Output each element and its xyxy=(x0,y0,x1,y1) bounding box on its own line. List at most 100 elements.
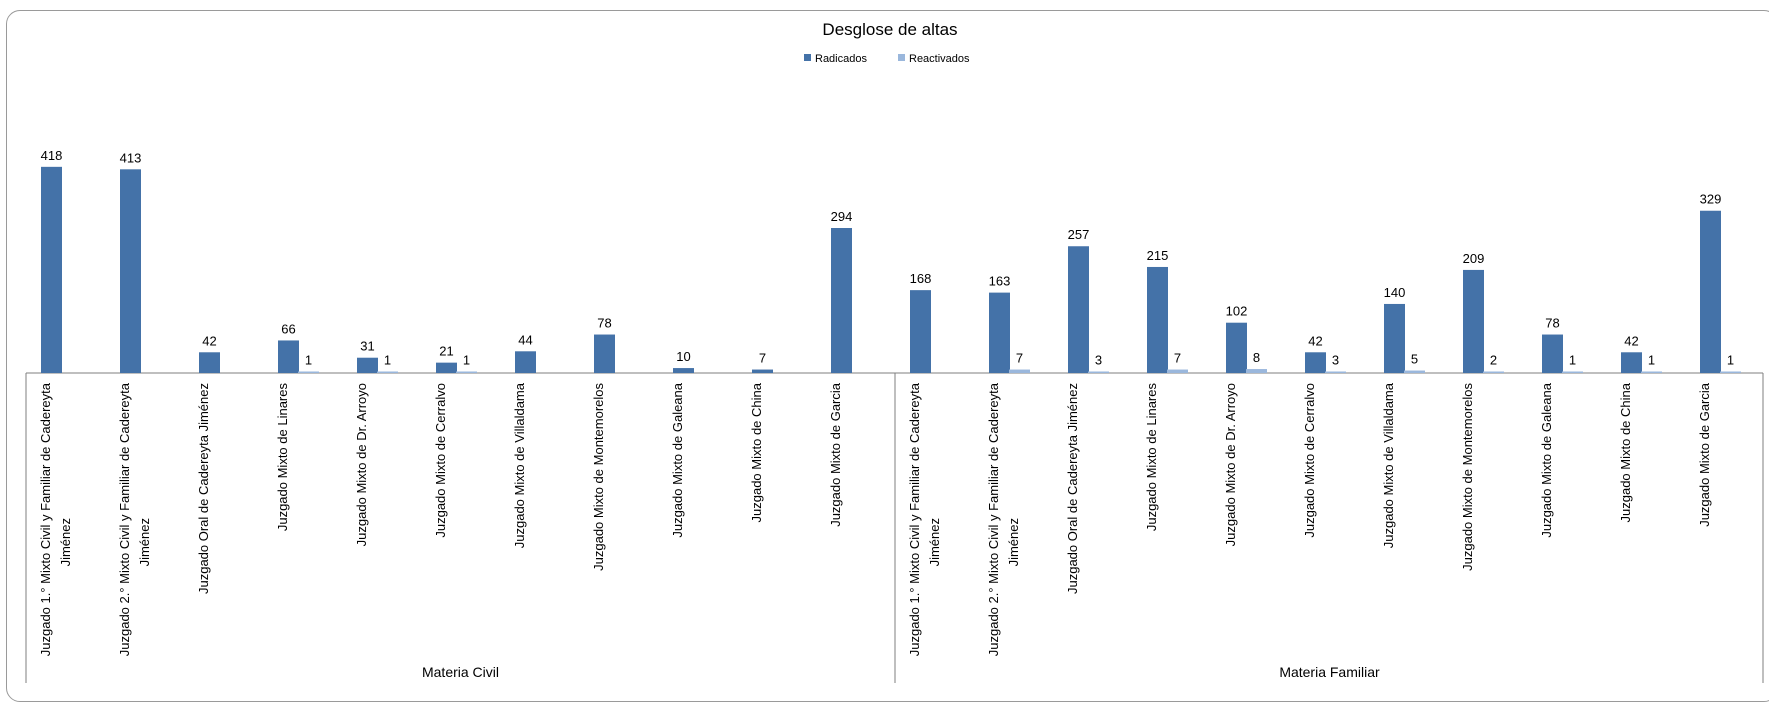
category-label: Juzgado Mixto de Garcia xyxy=(1697,382,1712,527)
category-label: Juzgado Mixto de China xyxy=(749,382,764,522)
data-label-radicados: 294 xyxy=(831,209,853,224)
bar-radicados xyxy=(1305,352,1326,373)
bar-radicados xyxy=(515,351,536,373)
legend-label-reactivados: Reactivados xyxy=(909,53,970,65)
bar-radicados xyxy=(357,357,378,373)
data-label-radicados: 329 xyxy=(1700,192,1722,207)
bar-radicados xyxy=(1700,210,1721,373)
data-label-radicados: 215 xyxy=(1147,248,1169,263)
data-label-radicados: 44 xyxy=(518,332,532,347)
bar-radicados xyxy=(1542,334,1563,373)
data-label-reactivados: 8 xyxy=(1253,350,1260,365)
data-label-reactivados: 1 xyxy=(1727,353,1734,368)
chart-title: Desglose de altas xyxy=(822,20,957,39)
bar-reactivados xyxy=(1009,369,1030,373)
bar-radicados xyxy=(752,369,773,373)
category-label: Juzgado 1.° Mixto Civil y Familiar de Ca… xyxy=(38,382,73,656)
bar-reactivados xyxy=(298,371,319,373)
data-label-reactivados: 7 xyxy=(1174,351,1181,366)
data-label-reactivados: 2 xyxy=(1490,353,1497,368)
category-label: Juzgado Mixto de Villaldama xyxy=(512,382,527,548)
bar-reactivados xyxy=(377,371,398,373)
data-label-reactivados: 1 xyxy=(1569,353,1576,368)
bar-radicados xyxy=(199,352,220,373)
bar-radicados xyxy=(120,169,141,373)
bar-radicados xyxy=(1068,246,1089,373)
bar-radicados xyxy=(41,166,62,373)
legend-swatch-reactivados xyxy=(898,54,905,61)
category-label: Juzgado Mixto de Montemorelos xyxy=(591,383,606,571)
data-label-radicados: 66 xyxy=(281,321,295,336)
category-label: Juzgado Oral de Cadereyta Jiménez xyxy=(1065,383,1080,594)
data-label-radicados: 168 xyxy=(910,271,932,286)
data-label-reactivados: 1 xyxy=(463,353,470,368)
bar-radicados xyxy=(278,340,299,373)
bar-reactivados xyxy=(1167,369,1188,373)
group-label: Materia Familiar xyxy=(1279,664,1380,680)
bar-radicados xyxy=(436,362,457,373)
category-label: Juzgado Mixto de China xyxy=(1618,382,1633,522)
data-label-reactivados: 1 xyxy=(305,353,312,368)
bar-radicados xyxy=(1621,352,1642,373)
data-label-reactivados: 1 xyxy=(1648,353,1655,368)
category-label: Juzgado Mixto de Dr. Arroyo xyxy=(1223,383,1238,546)
bar-reactivados xyxy=(1720,371,1741,373)
data-label-reactivados: 7 xyxy=(1016,351,1023,366)
bar-radicados xyxy=(594,334,615,373)
category-label: Juzgado Mixto de Cerralvo xyxy=(433,383,448,538)
data-label-radicados: 413 xyxy=(120,150,142,165)
bar-reactivados xyxy=(1483,371,1504,373)
data-label-radicados: 102 xyxy=(1226,304,1248,319)
bar-radicados xyxy=(1147,266,1168,373)
legend-swatch-radicados xyxy=(804,54,811,61)
data-label-radicados: 7 xyxy=(759,351,766,366)
data-label-radicados: 257 xyxy=(1068,227,1090,242)
category-label: Juzgado Mixto de Galeana xyxy=(670,382,685,537)
category-label: Juzgado Mixto de Linares xyxy=(275,383,290,532)
data-label-radicados: 42 xyxy=(202,333,216,348)
bar-reactivados xyxy=(1562,371,1583,373)
category-label: Juzgado Mixto de Villaldama xyxy=(1381,382,1396,548)
category-label: Juzgado Mixto de Garcia xyxy=(828,382,843,527)
data-label-radicados: 31 xyxy=(360,339,374,354)
data-label-radicados: 209 xyxy=(1463,251,1485,266)
group-label: Materia Civil xyxy=(422,664,499,680)
category-label: Juzgado 1.° Mixto Civil y Familiar de Ca… xyxy=(907,382,942,656)
category-label: Juzgado Mixto de Galeana xyxy=(1539,382,1554,537)
bar-radicados xyxy=(831,227,852,373)
data-label-reactivados: 5 xyxy=(1411,352,1418,367)
chart-canvas: Desglose de altas Radicados Reactivados 418… xyxy=(25,20,1764,683)
category-label: Juzgado Mixto de Dr. Arroyo xyxy=(354,383,369,546)
category-label: Juzgado Mixto de Montemorelos xyxy=(1460,383,1475,571)
data-label-reactivados: 3 xyxy=(1095,353,1102,368)
bar-radicados xyxy=(1463,269,1484,373)
bar-reactivados xyxy=(1088,371,1109,373)
category-label: Juzgado 2.° Mixto Civil y Familiar de Ca… xyxy=(986,382,1021,656)
data-label-radicados: 78 xyxy=(597,316,611,331)
bar-reactivados xyxy=(1246,369,1267,373)
category-label: Juzgado Mixto de Linares xyxy=(1144,383,1159,532)
bar-radicados xyxy=(1384,303,1405,373)
data-label-radicados: 163 xyxy=(989,274,1011,289)
bar-radicados xyxy=(673,368,694,373)
data-label-radicados: 418 xyxy=(41,148,63,163)
data-label-radicados: 42 xyxy=(1308,333,1322,348)
bar-radicados xyxy=(989,292,1010,373)
data-label-reactivados: 3 xyxy=(1332,353,1339,368)
bar-reactivados xyxy=(1325,371,1346,373)
legend-label-radicados: Radicados xyxy=(815,53,867,65)
data-label-radicados: 78 xyxy=(1545,316,1559,331)
data-label-radicados: 21 xyxy=(439,344,453,359)
data-label-radicados: 140 xyxy=(1384,285,1406,300)
category-label: Juzgado Oral de Cadereyta Jiménez xyxy=(196,383,211,594)
data-label-radicados: 10 xyxy=(676,349,690,364)
bar-reactivados xyxy=(1404,370,1425,373)
data-label-reactivados: 1 xyxy=(384,353,391,368)
bar-reactivados xyxy=(1641,371,1662,373)
category-label: Juzgado Mixto de Cerralvo xyxy=(1302,383,1317,538)
bar-radicados xyxy=(910,290,931,373)
bar-radicados xyxy=(1226,322,1247,373)
data-label-radicados: 42 xyxy=(1624,333,1638,348)
category-label: Juzgado 2.° Mixto Civil y Familiar de Ca… xyxy=(117,382,152,656)
bar-reactivados xyxy=(456,371,477,373)
